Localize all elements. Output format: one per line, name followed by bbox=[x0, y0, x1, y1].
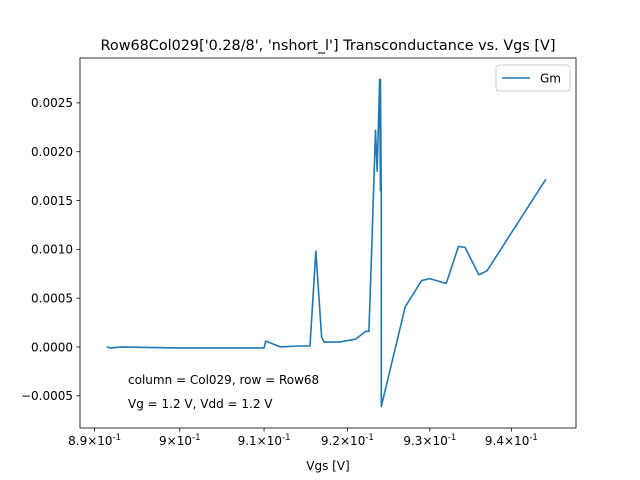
x-tick-label: 9×10-1 bbox=[159, 433, 200, 448]
y-tick-label: −0.0005 bbox=[21, 389, 73, 403]
x-tick-label: 9.1×10-1 bbox=[238, 433, 291, 448]
axes-frame bbox=[79, 57, 577, 429]
y-tick-label: 0.0015 bbox=[31, 194, 73, 208]
x-axis-label: Vgs [V] bbox=[306, 459, 349, 473]
y-tick-label: 0.0000 bbox=[31, 340, 73, 354]
legend: Gm bbox=[495, 64, 571, 92]
plot-area bbox=[106, 78, 547, 408]
x-tick-label: 9.3×10-1 bbox=[403, 433, 456, 448]
y-axis-ticks: −0.0005 0.0000 0.0005 0.0010 0.0015 0.0020 0.0… bbox=[21, 96, 80, 403]
x-axis-ticks: 8.9×10-1 9×10-1 9.1×10-1 9.2×10-1 9.3×10-1 9.… bbox=[68, 428, 538, 448]
annotation-position: column = Col029, row = Row68 bbox=[128, 373, 319, 387]
legend-box bbox=[495, 64, 571, 92]
y-tick-label: 0.0005 bbox=[31, 291, 73, 305]
y-tick-label: 0.0010 bbox=[31, 243, 73, 257]
x-tick-label: 9.2×10-1 bbox=[321, 433, 374, 448]
y-tick-label: 0.0025 bbox=[31, 96, 73, 110]
annotation-voltages: Vg = 1.2 V, Vdd = 1.2 V bbox=[128, 397, 273, 411]
legend-label-gm: Gm bbox=[540, 72, 561, 86]
series-line-gm bbox=[106, 78, 547, 408]
chart-title: Row68Col029['0.28/8', 'nshort_l'] Transc… bbox=[101, 38, 556, 54]
y-tick-label: 0.0020 bbox=[31, 145, 73, 159]
x-tick-label: 8.9×10-1 bbox=[68, 433, 121, 448]
x-tick-label: 9.4×10-1 bbox=[485, 433, 538, 448]
